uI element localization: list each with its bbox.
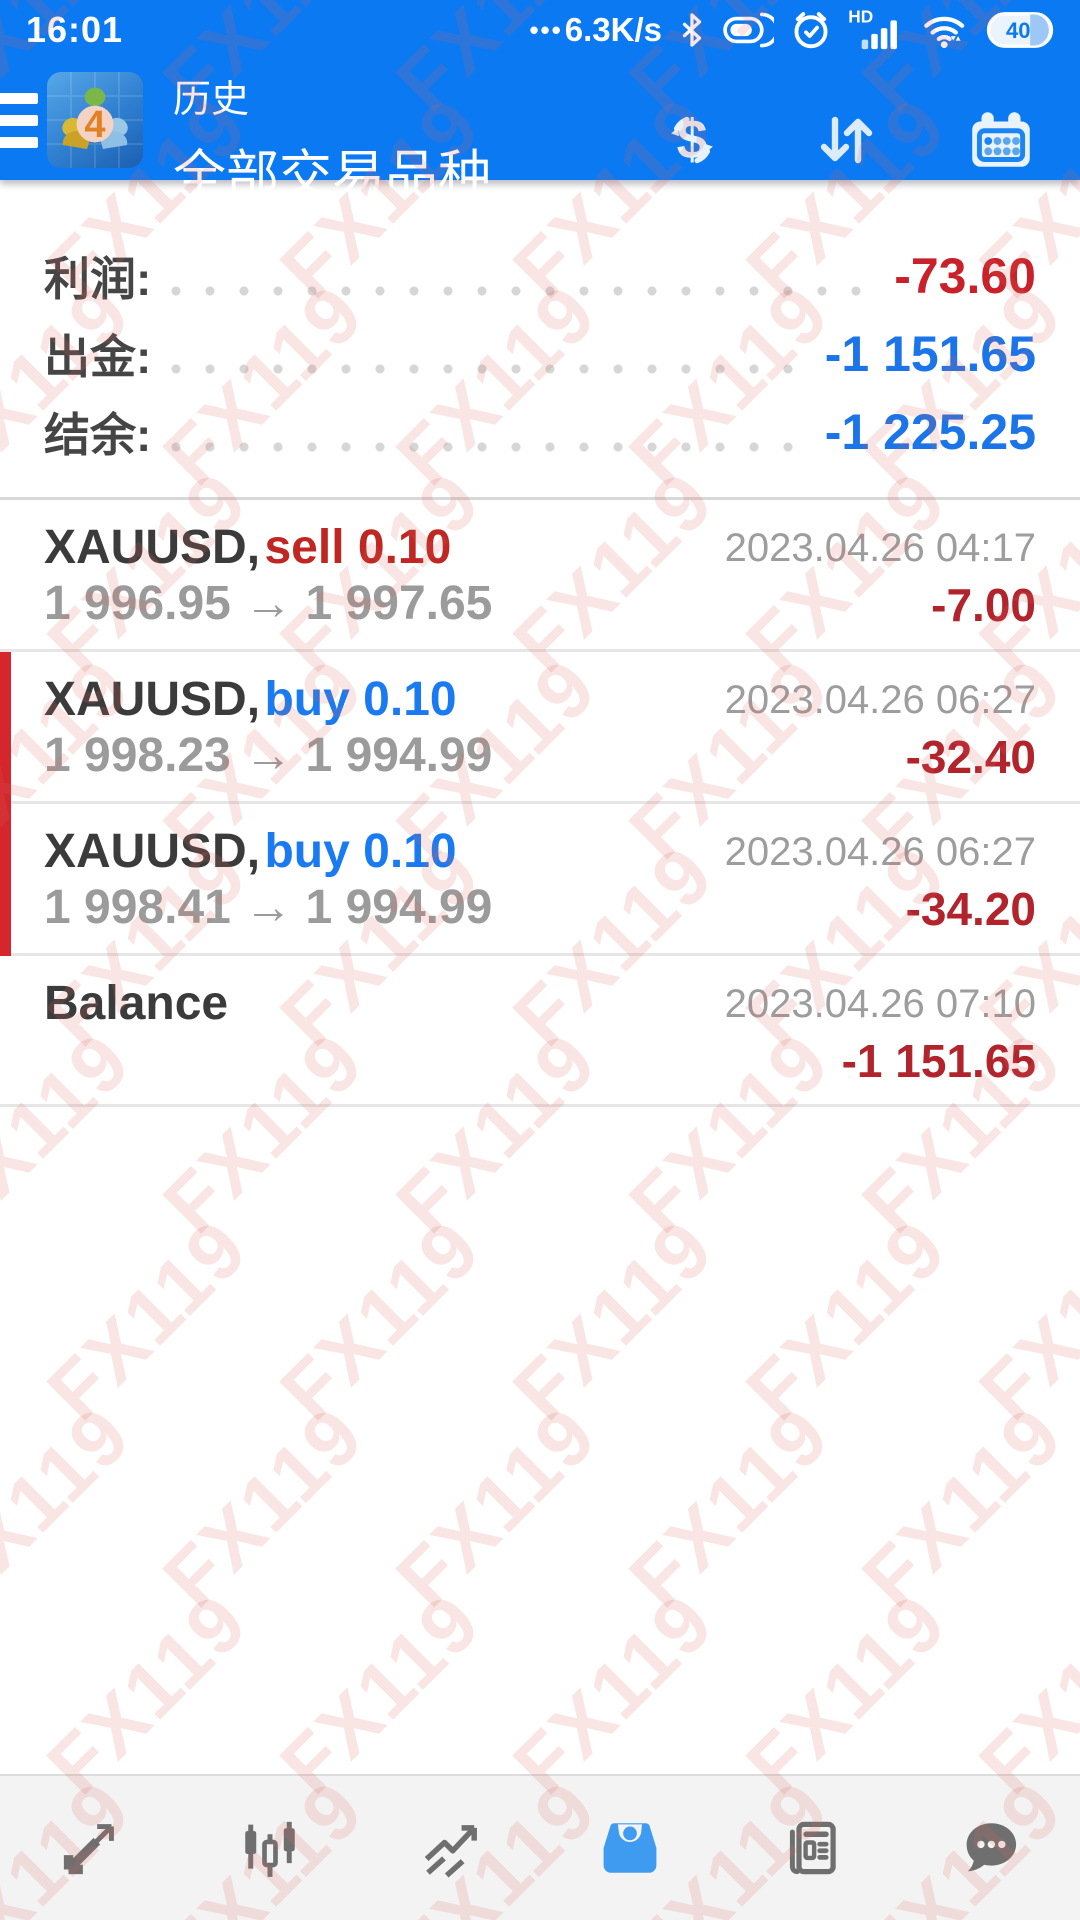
nav-charts[interactable] (180, 1776, 360, 1920)
nav-quotes[interactable] (0, 1776, 180, 1920)
trade-row[interactable]: XAUUSD, buy 0.10 2023.04.26 06:27 1 998.… (0, 652, 1080, 804)
trade-side: buy 0.10 (264, 673, 457, 726)
trade-prices: 1 996.95 → 1 997.65 (44, 577, 493, 630)
bottom-nav (0, 1774, 1080, 1920)
sort-icon[interactable] (807, 102, 883, 178)
history-inbox-icon (597, 1815, 663, 1881)
trade-row[interactable]: XAUUSD, buy 0.10 2023.04.26 06:27 1 998.… (0, 804, 1080, 956)
summary-row-profit: 利润: -73.60 (44, 236, 1036, 316)
profit-label: 利润: (44, 253, 152, 305)
balance-amount: -1 151.65 (841, 1035, 1036, 1087)
nav-trade[interactable] (360, 1776, 540, 1920)
trade-row[interactable]: XAUUSD, sell 0.10 2023.04.26 04:17 1 996… (0, 500, 1080, 652)
wifi-icon (921, 8, 971, 52)
balance-datetime: 2023.04.26 07:10 (724, 982, 1036, 1026)
clock-time: 16:01 (26, 9, 124, 50)
battery-icon: 40 (986, 10, 1054, 50)
trade-datetime: 2023.04.26 04:17 (724, 526, 1036, 570)
svg-text:$: $ (677, 109, 708, 171)
alarm-icon (789, 8, 833, 52)
svg-text:HD: HD (848, 7, 873, 26)
trade-profit: -32.40 (905, 731, 1036, 783)
trade-symbol: XAUUSD, (44, 825, 261, 878)
trade-prices: 1 998.41 → 1 994.99 (44, 881, 493, 934)
trade-datetime: 2023.04.26 06:27 (724, 678, 1036, 722)
trade-prices: 1 998.23 → 1 994.99 (44, 729, 493, 782)
dotted-leader (171, 286, 875, 296)
arrow-icon: → (244, 577, 293, 630)
trade-profit: -34.20 (905, 883, 1036, 935)
candlestick-chart-icon (237, 1815, 303, 1881)
section-divider (0, 497, 1080, 500)
trade-symbol: XAUUSD, (44, 521, 261, 574)
balance-row-label: Balance (44, 977, 229, 1030)
history-list: XAUUSD, sell 0.10 2023.04.26 04:17 1 996… (0, 500, 1080, 1107)
page-title: 历史 (173, 79, 250, 121)
balance-row[interactable]: Balance 2023.04.26 07:10 -1 151.65 (0, 956, 1080, 1107)
balance-value: -1 225.25 (824, 404, 1036, 460)
chat-icon (957, 1815, 1023, 1881)
bluetooth-icon (677, 9, 707, 51)
account-summary: 利润: -73.60 出金: -1 151.65 结余: -1 225.25 (0, 180, 1080, 497)
profit-value: -73.60 (894, 248, 1036, 304)
withdrawal-label: 出金: (44, 331, 152, 383)
trade-side: sell 0.10 (264, 521, 452, 574)
trade-profit: -7.00 (931, 579, 1036, 631)
deals-currency-icon[interactable]: $ (654, 102, 730, 178)
trade-side: buy 0.10 (264, 825, 457, 878)
network-speed: ••• 6.3K/s (529, 11, 662, 48)
signal-strength-icon: HD (848, 7, 906, 53)
status-bar: 16:01 ••• 6.3K/s HD (0, 0, 1080, 60)
nav-news[interactable] (720, 1776, 900, 1920)
summary-row-withdrawal: 出金: -1 151.65 (44, 314, 1036, 394)
dotted-leader (171, 364, 805, 374)
svg-text:4: 4 (84, 104, 105, 146)
trend-line-icon (417, 1815, 483, 1881)
balance-label: 结余: (44, 409, 152, 461)
loss-marker (0, 804, 11, 956)
quotes-icon (57, 1815, 123, 1881)
symbol-filter-title[interactable]: 全部交易品种 (173, 146, 491, 205)
app-bar: 4 历史 全部交易品种 $ (0, 60, 1080, 205)
trade-symbol: XAUUSD, (44, 673, 261, 726)
withdrawal-value: -1 151.65 (824, 326, 1036, 382)
floating-window-icon (722, 9, 774, 51)
calendar-icon[interactable] (963, 102, 1039, 178)
nav-messages[interactable] (900, 1776, 1080, 1920)
arrow-icon: → (244, 729, 293, 782)
mt4-logo: 4 (47, 72, 143, 168)
svg-text:40: 40 (1006, 18, 1031, 43)
summary-row-balance: 结余: -1 225.25 (44, 392, 1036, 472)
menu-icon[interactable] (0, 93, 40, 149)
nav-history[interactable] (540, 1776, 720, 1920)
news-icon (777, 1815, 843, 1881)
data-dots-icon: ••• (529, 14, 563, 45)
arrow-icon: → (244, 881, 293, 934)
loss-marker (0, 652, 11, 804)
dotted-leader (171, 442, 805, 452)
trade-datetime: 2023.04.26 06:27 (724, 830, 1036, 874)
